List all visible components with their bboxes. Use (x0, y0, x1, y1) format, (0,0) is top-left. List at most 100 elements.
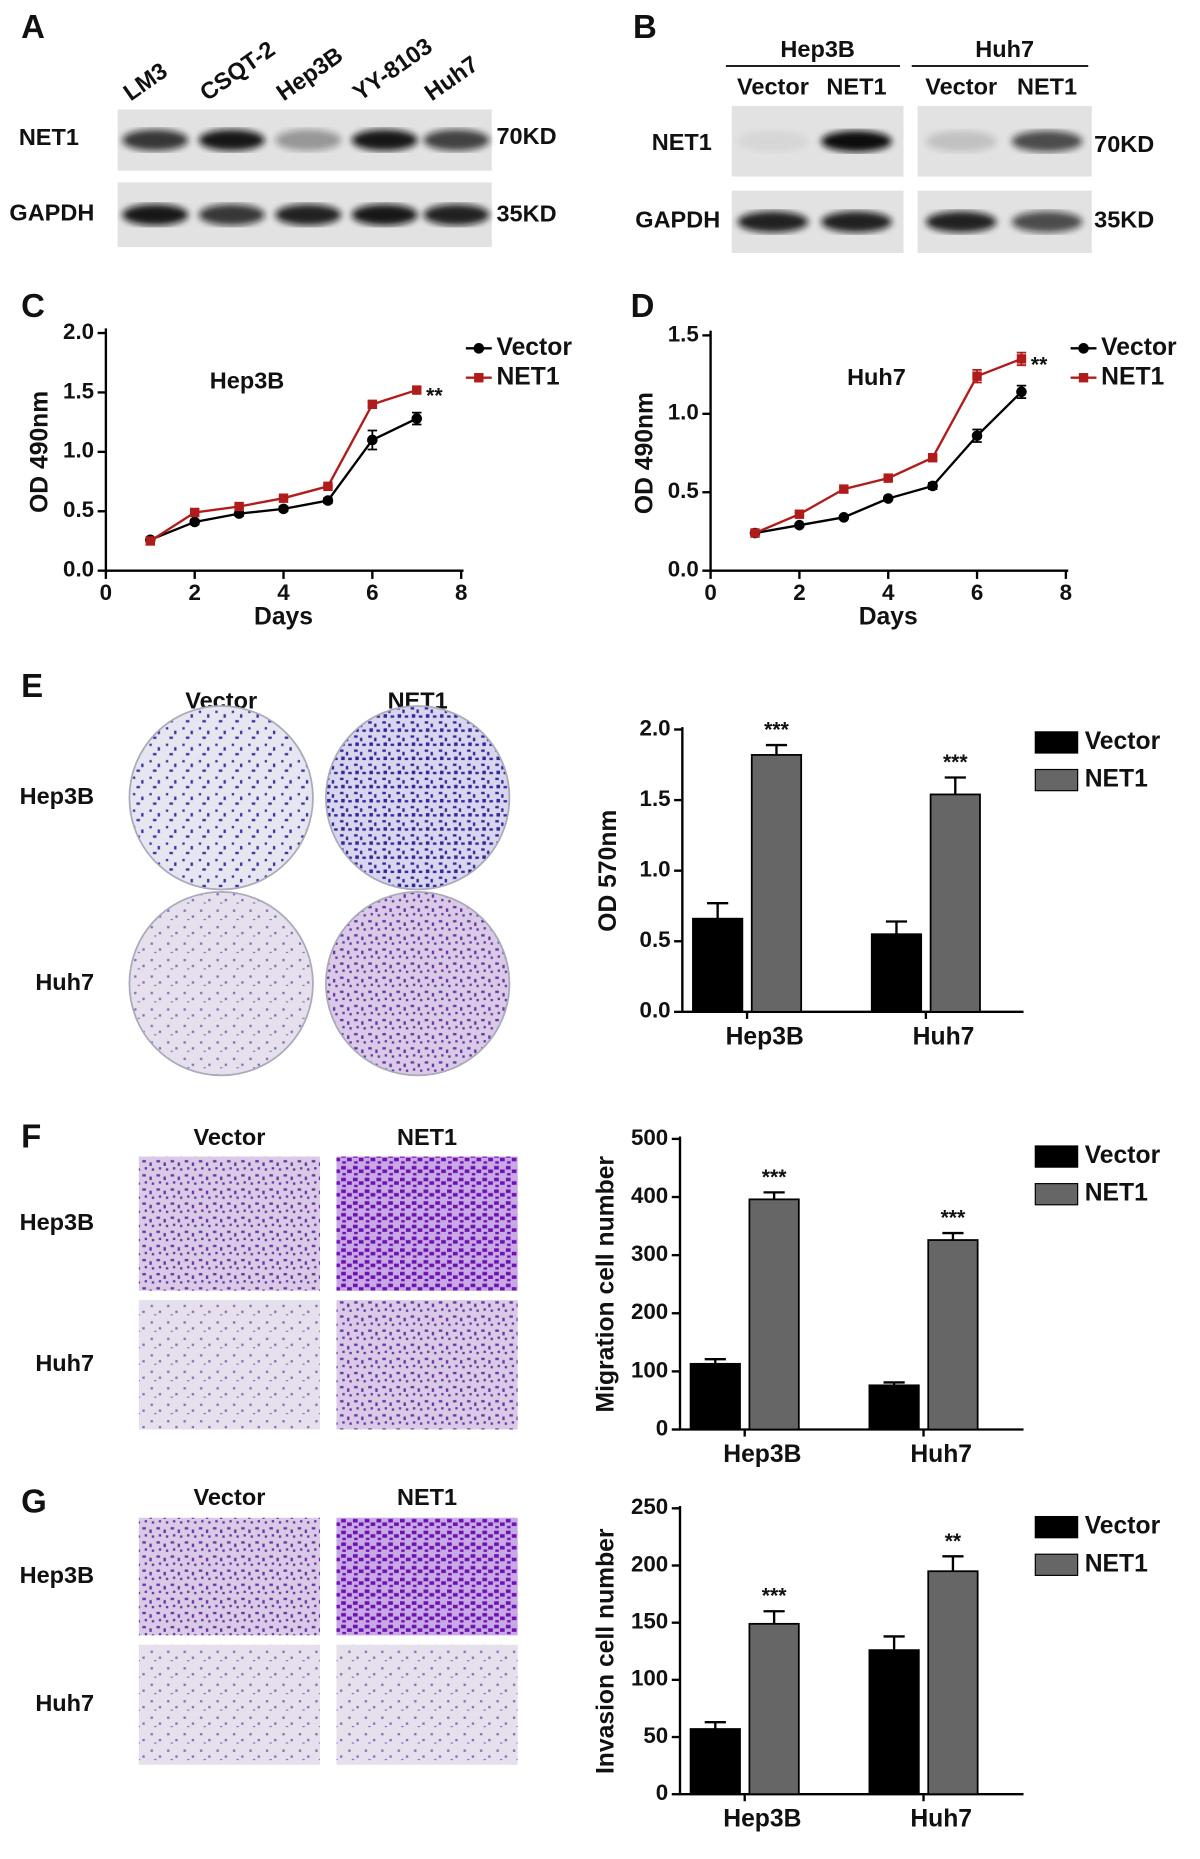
data-point (367, 434, 378, 446)
legend-label: NET1 (1085, 1550, 1148, 1577)
lane-label: YY-8103 (348, 33, 437, 106)
y-tick-label: 1.0 (640, 857, 671, 882)
y-tick-label: 0.0 (63, 557, 94, 582)
error-bar (765, 743, 788, 755)
y-tick-label: 0.0 (668, 557, 699, 582)
error-bar (704, 1358, 726, 1364)
data-point (927, 480, 938, 492)
data-point (323, 481, 333, 492)
bar (689, 1362, 741, 1431)
error-bar (763, 1191, 785, 1200)
legend-label: Vector (1085, 1142, 1161, 1169)
bar (750, 754, 803, 1013)
band (198, 129, 265, 151)
lane-label: NET1 (826, 74, 886, 100)
significance: ** (945, 1530, 962, 1553)
y-axis-label: OD 490nm (631, 392, 658, 514)
x-tick-label: 4 (277, 580, 290, 605)
transwell-image (138, 1300, 320, 1430)
y-tick-label: 0.0 (640, 998, 671, 1023)
significance: *** (762, 1166, 787, 1189)
data-point (883, 473, 893, 483)
data-point (972, 371, 982, 381)
panel-letter: C (21, 287, 45, 324)
legend-marker (1078, 373, 1089, 383)
panel-letter: F (21, 1118, 41, 1155)
error-bar (883, 1381, 905, 1386)
y-tick-label: 150 (631, 1609, 668, 1634)
lane-label: Hep3B (272, 42, 348, 106)
row-label: Huh7 (35, 1690, 94, 1716)
bar (689, 1728, 741, 1796)
band (737, 211, 809, 233)
transwell-image (336, 1517, 518, 1636)
bar (868, 1649, 920, 1796)
legend-swatch (1034, 768, 1079, 792)
band (925, 211, 997, 233)
band (423, 129, 490, 151)
y-tick-label: 1.0 (63, 438, 94, 463)
data-point (412, 385, 422, 395)
error-bar (885, 920, 908, 935)
error-bar (763, 1610, 785, 1624)
size-label: 35KD (1094, 206, 1154, 232)
row-label: Huh7 (35, 1350, 94, 1376)
row-label: Hep3B (20, 1562, 94, 1588)
x-tick-label: 2 (793, 580, 805, 605)
data-point (882, 493, 894, 504)
y-tick-label: 400 (631, 1183, 668, 1208)
y-tick-label: 0.5 (640, 927, 671, 952)
panel-letter: A (21, 8, 45, 45)
lane-label: LM3 (119, 57, 172, 105)
y-axis-label: Migration cell number (593, 1156, 620, 1413)
x-tick-label: 0 (100, 580, 112, 605)
data-point (1016, 386, 1027, 398)
y-tick-label: 1.5 (640, 786, 671, 811)
y-tick-label: 250 (631, 1494, 668, 1519)
bar (748, 1622, 800, 1796)
bar (927, 1570, 979, 1796)
x-tick-label: 8 (455, 580, 467, 605)
data-point (234, 501, 244, 512)
size-label: 70KD (496, 123, 556, 149)
y-tick-label: 2.0 (640, 715, 671, 740)
column-label: NET1 (397, 1124, 457, 1150)
lane-label: NET1 (1017, 74, 1077, 100)
data-point (927, 453, 938, 463)
panel-letter: E (21, 667, 43, 704)
error-bar (707, 901, 729, 919)
x-axis-label: Days (254, 603, 313, 630)
legend-swatch (1034, 1515, 1079, 1539)
row-label: NET1 (652, 129, 712, 155)
data-point (794, 519, 805, 531)
data-point (189, 516, 200, 528)
data-point (838, 512, 850, 523)
error-bar (704, 1720, 726, 1730)
transwell-image (336, 1300, 518, 1430)
legend-marker (474, 373, 484, 383)
legend-label: NET1 (1085, 766, 1148, 793)
size-label: 70KD (1094, 131, 1154, 157)
chart-title: Hep3B (210, 368, 285, 394)
x-tick-label: Huh7 (910, 1441, 972, 1468)
band (821, 130, 892, 152)
error-bar (942, 1555, 964, 1572)
band (1011, 211, 1083, 233)
bar (748, 1198, 800, 1431)
data-point (839, 484, 849, 494)
bar (927, 1239, 979, 1431)
y-tick-label: 500 (631, 1125, 668, 1150)
significance: *** (764, 719, 789, 742)
legend-label: Vector (1085, 728, 1161, 755)
significance: *** (941, 1207, 966, 1230)
y-tick-label: 200 (631, 1551, 668, 1576)
band (275, 129, 342, 151)
x-tick-label: Huh7 (913, 1023, 975, 1050)
data-point (367, 399, 378, 410)
legend-label: Vector (1101, 334, 1177, 361)
band (275, 204, 342, 226)
band (821, 211, 892, 233)
x-tick-label: 6 (971, 580, 983, 605)
y-tick-label: 0.5 (63, 497, 94, 522)
